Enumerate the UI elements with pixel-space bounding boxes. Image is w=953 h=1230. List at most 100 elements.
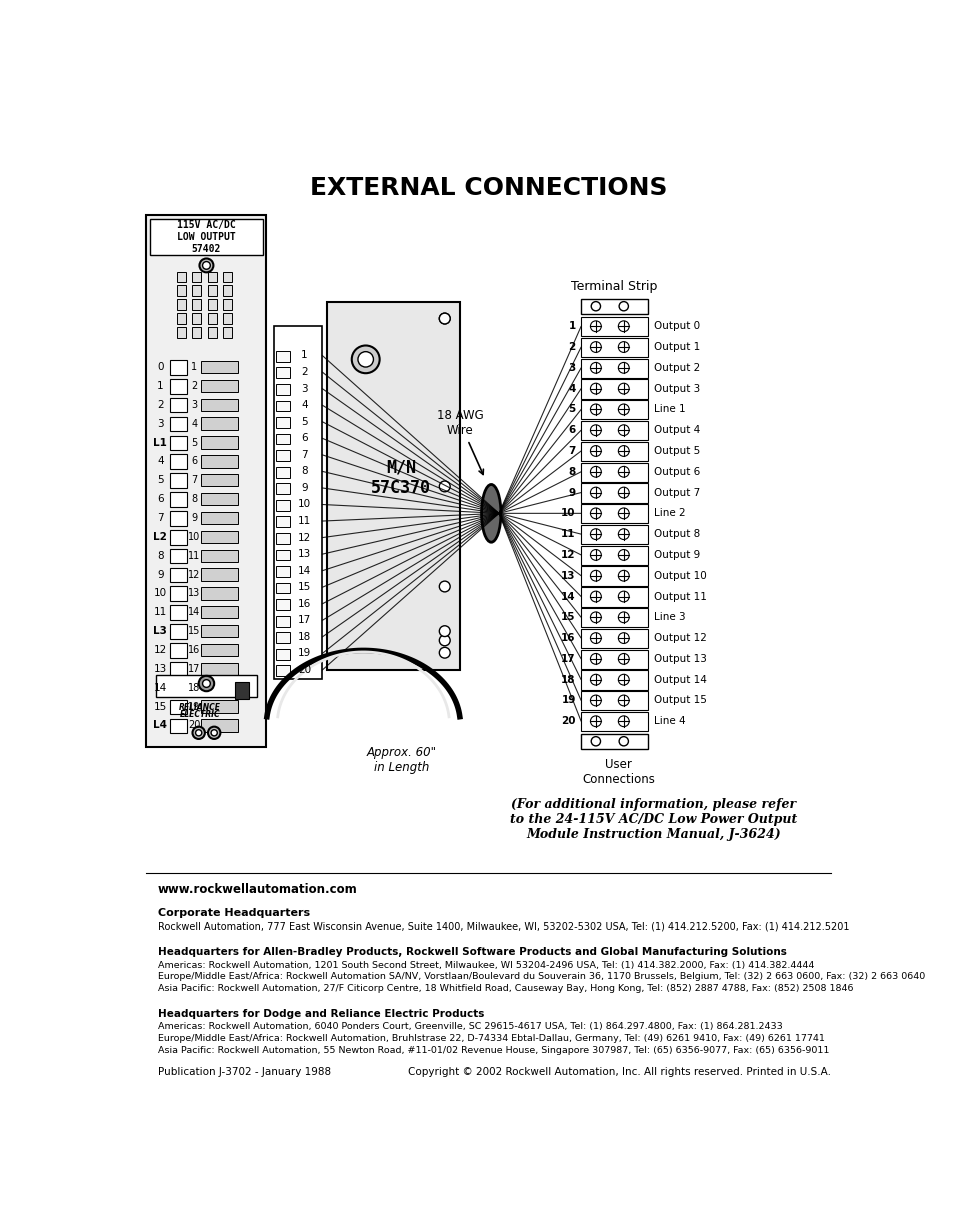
Ellipse shape [481, 485, 500, 542]
Text: L1: L1 [153, 438, 167, 448]
Bar [200, 663, 237, 675]
Text: 19: 19 [560, 695, 575, 706]
Text: Terminal Strip: Terminal Strip [571, 280, 657, 294]
Bar [580, 462, 647, 482]
Bar [208, 327, 216, 338]
Text: Line 3: Line 3 [654, 613, 685, 622]
Text: 10: 10 [153, 588, 167, 599]
Text: 11: 11 [188, 551, 200, 561]
Bar [580, 504, 647, 523]
Circle shape [590, 321, 600, 332]
Circle shape [591, 301, 599, 311]
Text: 16: 16 [297, 599, 311, 609]
Bar [200, 606, 237, 619]
Text: 5: 5 [301, 417, 308, 427]
Bar [170, 605, 187, 620]
Text: 3: 3 [192, 400, 197, 410]
Text: Asia Pacific: Rockwell Automation, 55 Newton Road, #11-01/02 Revenue House, Sing: Asia Pacific: Rockwell Automation, 55 Ne… [158, 1046, 828, 1054]
Circle shape [439, 581, 450, 592]
Bar [200, 643, 237, 656]
Bar [200, 681, 237, 694]
Text: 20: 20 [297, 665, 311, 675]
Text: 2: 2 [568, 342, 575, 352]
Bar [275, 517, 290, 528]
Text: 1: 1 [568, 321, 575, 331]
Bar [200, 587, 237, 599]
Text: 13: 13 [297, 549, 311, 560]
Circle shape [439, 314, 450, 323]
Text: 1: 1 [301, 351, 308, 360]
Text: 17: 17 [188, 664, 200, 674]
Text: Headquarters for Dodge and Reliance Electric Products: Headquarters for Dodge and Reliance Elec… [158, 1009, 484, 1018]
Circle shape [590, 529, 600, 540]
Bar [170, 643, 187, 658]
Circle shape [208, 727, 220, 739]
Bar [580, 691, 647, 711]
Text: 14: 14 [297, 566, 311, 576]
Bar [275, 583, 290, 593]
Text: .: . [598, 166, 603, 183]
Text: 9: 9 [157, 569, 164, 579]
Text: Europe/Middle East/Africa: Rockwell Automation SA/NV, Vorstlaan/Boulevard du Sou: Europe/Middle East/Africa: Rockwell Auto… [158, 973, 924, 982]
Text: 4: 4 [568, 384, 575, 394]
Bar [176, 299, 186, 310]
Text: Output 14: Output 14 [654, 675, 706, 685]
Circle shape [590, 342, 600, 353]
Text: 11: 11 [560, 529, 575, 539]
Text: 12: 12 [188, 569, 200, 579]
Text: Corporate Headquarters: Corporate Headquarters [158, 908, 310, 918]
Bar [200, 625, 237, 637]
Bar [170, 492, 187, 507]
Bar [275, 566, 290, 577]
Bar [580, 359, 647, 378]
Circle shape [590, 403, 600, 415]
Bar [275, 499, 290, 510]
Bar [580, 483, 647, 503]
Text: 10: 10 [560, 508, 575, 518]
Bar [223, 314, 233, 323]
Bar [275, 466, 290, 477]
Text: 1: 1 [192, 362, 197, 371]
Circle shape [618, 487, 629, 498]
Text: L2: L2 [153, 531, 167, 542]
Text: www.rockwellautomation.com: www.rockwellautomation.com [158, 883, 357, 897]
Text: RELIANCE: RELIANCE [179, 702, 221, 712]
Text: EXTERNAL CONNECTIONS: EXTERNAL CONNECTIONS [310, 176, 667, 199]
Text: 18: 18 [560, 675, 575, 685]
Circle shape [618, 363, 629, 373]
Bar [176, 327, 186, 338]
Text: Output 1: Output 1 [654, 342, 700, 352]
Bar [200, 493, 237, 506]
Bar [200, 700, 237, 712]
Text: Europe/Middle East/Africa: Rockwell Automation, Bruhlstrase 22, D-74334 Ebtal-Da: Europe/Middle East/Africa: Rockwell Auto… [158, 1034, 824, 1043]
Bar [275, 533, 290, 544]
Text: Rockwell Automation, 777 East Wisconsin Avenue, Suite 1400, Milwaukee, WI, 53202: Rockwell Automation, 777 East Wisconsin … [158, 921, 848, 932]
Bar [200, 568, 237, 581]
Text: 0: 0 [157, 362, 163, 371]
Circle shape [618, 695, 629, 706]
Text: 18 AWG
Wire: 18 AWG Wire [436, 410, 483, 475]
Text: 115V AC/DC
LOW OUTPUT
57402: 115V AC/DC LOW OUTPUT 57402 [177, 220, 235, 253]
Circle shape [195, 729, 202, 736]
Text: Line 4: Line 4 [654, 716, 685, 726]
Text: 18: 18 [297, 632, 311, 642]
Bar [200, 399, 237, 411]
Text: 20: 20 [560, 716, 575, 726]
Text: Americas: Rockwell Automation, 1201 South Second Street, Milwaukee, WI 53204-249: Americas: Rockwell Automation, 1201 Sout… [158, 961, 814, 969]
Bar [176, 314, 186, 323]
Circle shape [618, 424, 629, 435]
Text: 8: 8 [157, 551, 164, 561]
Circle shape [618, 321, 629, 332]
Bar [275, 351, 290, 362]
Bar [275, 665, 290, 677]
Circle shape [199, 258, 213, 272]
Bar [200, 550, 237, 562]
Bar [170, 510, 187, 525]
Bar [146, 215, 266, 747]
Bar [223, 327, 233, 338]
Text: 17: 17 [297, 615, 311, 625]
Circle shape [211, 729, 217, 736]
Circle shape [357, 352, 373, 367]
Text: 16: 16 [188, 645, 200, 656]
Bar [200, 417, 237, 429]
